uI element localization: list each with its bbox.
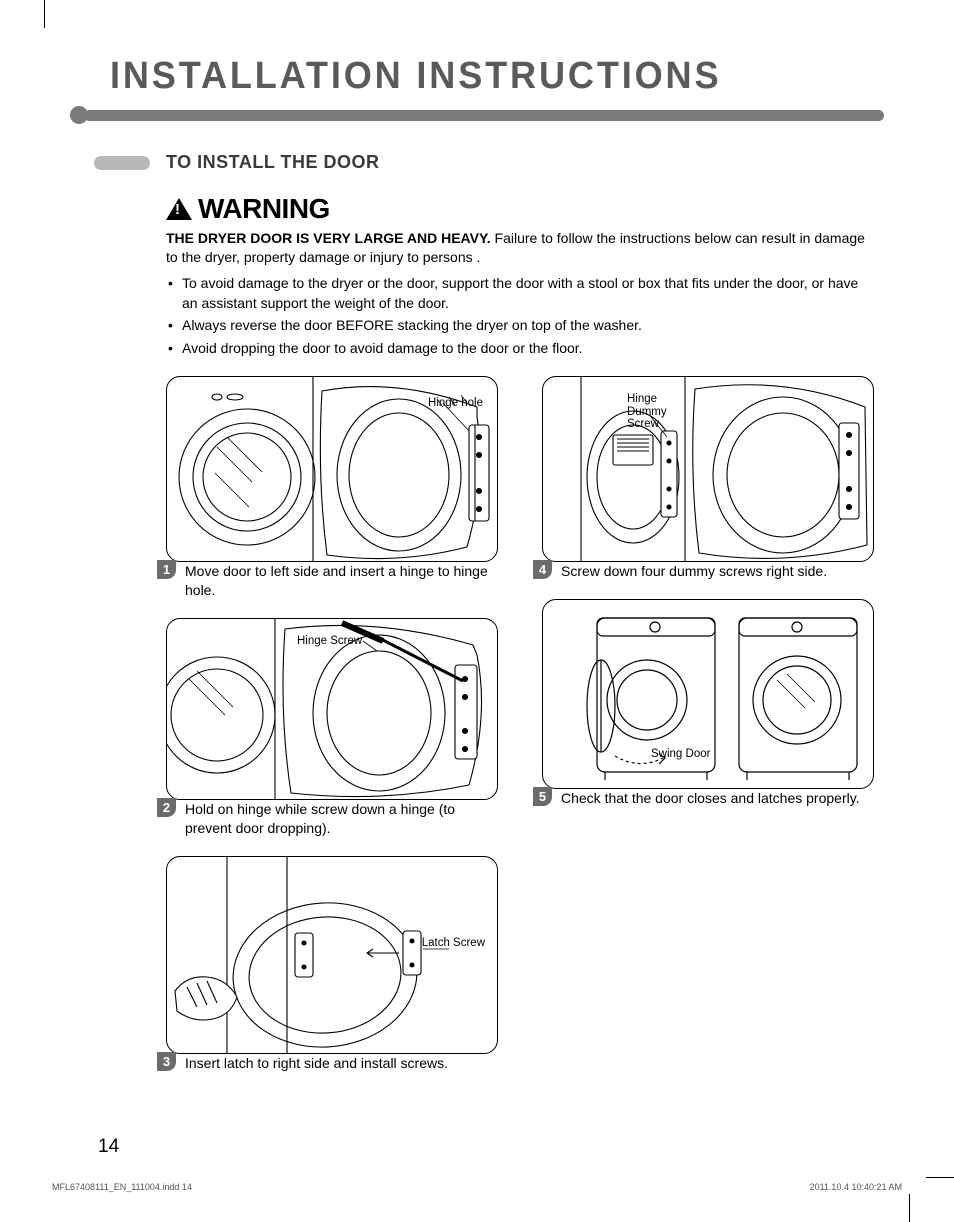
- step-3: Latch Screw 3 Insert latch to right side…: [166, 856, 498, 1073]
- body-content: WARNING THE DRYER DOOR IS VERY LARGE AND…: [166, 193, 874, 1073]
- figure-4-label-l1: Hinge: [627, 393, 657, 405]
- step-number-badge: 4: [533, 560, 552, 579]
- section-heading-row: TO INSTALL THE DOOR: [70, 152, 884, 173]
- figure-2-label: Hinge Screw: [297, 635, 362, 648]
- warning-bullet: Always reverse the door BEFORE stacking …: [166, 315, 874, 335]
- figure-4-svg: [543, 377, 874, 562]
- step-4-text: Screw down four dummy screws right side.: [561, 562, 827, 581]
- figure-5: Swing Door: [542, 599, 874, 789]
- crop-mark: [44, 0, 45, 28]
- step-number-badge: 1: [157, 560, 176, 579]
- warning-body-text: THE DRYER DOOR IS VERY LARGE AND HEAVY. …: [166, 229, 874, 267]
- footer-file-info: MFL67408111_EN_111004.indd 14: [52, 1182, 192, 1192]
- step-3-text: Insert latch to right side and install s…: [185, 1054, 448, 1073]
- figure-3-label-text: Latch Screw: [422, 937, 485, 949]
- step-1-caption: 1 Move door to left side and insert a hi…: [166, 560, 498, 600]
- right-column: Hinge Dummy Screw 4 Screw down four dumm…: [542, 376, 874, 1073]
- title-rule: [70, 106, 884, 124]
- crop-mark: [909, 1194, 910, 1222]
- figure-3-label: Latch Screw: [422, 937, 485, 950]
- page-content: INSTALLATION INSTRUCTIONS TO INSTALL THE…: [70, 55, 884, 1073]
- figure-1-label: Hinge hole: [428, 397, 483, 410]
- step-number-badge: 3: [157, 1052, 176, 1071]
- warning-label: WARNING: [198, 193, 330, 225]
- step-2-text: Hold on hinge while screw down a hinge (…: [185, 800, 498, 838]
- step-2-caption: 2 Hold on hinge while screw down a hinge…: [166, 798, 498, 838]
- figure-3: Latch Screw: [166, 856, 498, 1054]
- section-pill-icon: [94, 156, 150, 170]
- rule-line: [84, 110, 884, 121]
- step-number-badge: 5: [533, 787, 552, 806]
- page-title: INSTALLATION INSTRUCTIONS: [110, 55, 845, 98]
- step-5-caption: 5 Check that the door closes and latches…: [542, 787, 874, 808]
- step-1-text: Move door to left side and insert a hing…: [185, 562, 498, 600]
- crop-mark: [926, 1177, 954, 1178]
- warning-triangle-icon: [166, 198, 192, 220]
- warning-bullet: Avoid dropping the door to avoid damage …: [166, 338, 874, 358]
- step-number-badge: 2: [157, 798, 176, 817]
- figure-5-label: Swing Door: [651, 748, 710, 761]
- step-3-caption: 3 Insert latch to right side and install…: [166, 1052, 498, 1073]
- footer-timestamp: 2011.10.4 10:40:21 AM: [810, 1182, 902, 1192]
- figure-4-label: Hinge Dummy Screw: [627, 393, 667, 431]
- warning-heading: WARNING: [166, 193, 874, 225]
- warning-bold-lead: THE DRYER DOOR IS VERY LARGE AND HEAVY.: [166, 230, 491, 246]
- step-2: Hinge Screw 2 Hold on hinge while screw …: [166, 618, 498, 838]
- step-4-caption: 4 Screw down four dummy screws right sid…: [542, 560, 874, 581]
- section-title: TO INSTALL THE DOOR: [166, 152, 380, 173]
- figure-1: Hinge hole: [166, 376, 498, 562]
- steps-columns: Hinge hole 1 Move door to left side and …: [166, 376, 874, 1073]
- figure-4-label-l2: Dummy: [627, 406, 667, 418]
- figure-4-label-l3: Screw: [627, 418, 659, 430]
- figure-3-svg: [167, 857, 498, 1054]
- step-4: Hinge Dummy Screw 4 Screw down four dumm…: [542, 376, 874, 581]
- figure-4: Hinge Dummy Screw: [542, 376, 874, 562]
- step-5-text: Check that the door closes and latches p…: [561, 789, 860, 808]
- left-column: Hinge hole 1 Move door to left side and …: [166, 376, 498, 1073]
- warning-bullet: To avoid damage to the dryer or the door…: [166, 273, 874, 314]
- step-5: Swing Door 5 Check that the door closes …: [542, 599, 874, 808]
- figure-5-svg: [543, 600, 874, 789]
- figure-2: Hinge Screw: [166, 618, 498, 800]
- warning-bullet-list: To avoid damage to the dryer or the door…: [166, 273, 874, 358]
- page-number: 14: [98, 1136, 119, 1158]
- step-1: Hinge hole 1 Move door to left side and …: [166, 376, 498, 600]
